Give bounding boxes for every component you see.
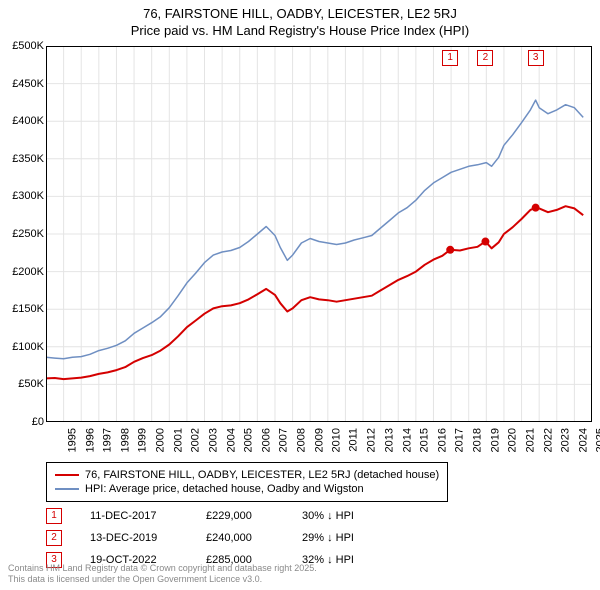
- x-tick-label: 2022: [542, 428, 554, 452]
- sale-diff: 29% ↓ HPI: [302, 532, 392, 544]
- y-tick-label: £400K: [12, 115, 44, 127]
- x-tick-label: 2021: [524, 428, 536, 452]
- x-tick-label: 2019: [489, 428, 501, 452]
- title-subtitle: Price paid vs. HM Land Registry's House …: [0, 23, 600, 38]
- legend-item: HPI: Average price, detached house, Oadb…: [55, 483, 439, 495]
- x-tick-label: 2010: [331, 428, 343, 452]
- chart-title: 76, FAIRSTONE HILL, OADBY, LEICESTER, LE…: [0, 0, 600, 38]
- x-tick-label: 2005: [243, 428, 255, 452]
- y-tick-label: £250K: [12, 228, 44, 240]
- x-tick-label: 2024: [577, 428, 589, 452]
- attribution-line1: Contains HM Land Registry data © Crown c…: [8, 563, 317, 575]
- y-tick-label: £0: [32, 416, 44, 428]
- x-tick-label: 2017: [454, 428, 466, 452]
- x-tick-label: 1996: [84, 428, 96, 452]
- y-tick-label: £500K: [12, 40, 44, 52]
- sale-marker-1: 1: [442, 50, 458, 66]
- x-tick-label: 2011: [347, 428, 359, 452]
- x-tick-label: 1997: [102, 428, 114, 452]
- y-tick-label: £150K: [12, 303, 44, 315]
- x-tick-label: 1995: [66, 428, 78, 452]
- x-tick-label: 2014: [401, 428, 413, 452]
- y-tick-label: £100K: [12, 341, 44, 353]
- sale-row: 1 11-DEC-2017 £229,000 30% ↓ HPI: [46, 508, 392, 524]
- plot-svg: [46, 46, 592, 422]
- legend: 76, FAIRSTONE HILL, OADBY, LEICESTER, LE…: [46, 462, 448, 502]
- legend-label: HPI: Average price, detached house, Oadb…: [85, 483, 364, 495]
- legend-swatch: [55, 488, 79, 490]
- y-tick-label: £450K: [12, 78, 44, 90]
- y-tick-label: £200K: [12, 266, 44, 278]
- y-tick-label: £350K: [12, 153, 44, 165]
- sale-marker-2: 2: [477, 50, 493, 66]
- x-tick-label: 2012: [366, 428, 378, 452]
- x-tick-label: 2002: [190, 428, 202, 452]
- sale-price: £240,000: [206, 532, 274, 544]
- x-tick-label: 2023: [560, 428, 572, 452]
- sale-row-marker: 1: [46, 508, 62, 524]
- sale-date: 13-DEC-2019: [90, 532, 178, 544]
- chart-container: 76, FAIRSTONE HILL, OADBY, LEICESTER, LE…: [0, 0, 600, 590]
- x-tick-label: 2008: [295, 428, 307, 452]
- x-tick-label: 2020: [507, 428, 519, 452]
- sale-row: 2 13-DEC-2019 £240,000 29% ↓ HPI: [46, 530, 392, 546]
- x-tick-label: 2003: [207, 428, 219, 452]
- y-tick-label: £300K: [12, 190, 44, 202]
- x-tick-label: 2015: [419, 428, 431, 452]
- x-tick-label: 2013: [384, 428, 396, 452]
- x-tick-label: 2000: [155, 428, 167, 452]
- attribution-line2: This data is licensed under the Open Gov…: [8, 574, 317, 586]
- legend-label: 76, FAIRSTONE HILL, OADBY, LEICESTER, LE…: [85, 469, 439, 481]
- y-tick-label: £50K: [18, 378, 44, 390]
- x-tick-label: 2004: [225, 428, 237, 452]
- x-tick-label: 2001: [172, 428, 184, 452]
- sale-date: 11-DEC-2017: [90, 510, 178, 522]
- sale-marker-3: 3: [528, 50, 544, 66]
- x-tick-label: 2016: [436, 428, 448, 452]
- x-tick-label: 2018: [472, 428, 484, 452]
- sale-price: £229,000: [206, 510, 274, 522]
- legend-item: 76, FAIRSTONE HILL, OADBY, LEICESTER, LE…: [55, 469, 439, 481]
- x-tick-label: 2009: [313, 428, 325, 452]
- x-tick-label: 2007: [278, 428, 290, 452]
- plot-area: [46, 46, 592, 422]
- x-tick-label: 1999: [137, 428, 149, 452]
- attribution: Contains HM Land Registry data © Crown c…: [8, 563, 317, 586]
- sale-diff: 30% ↓ HPI: [302, 510, 392, 522]
- x-tick-label: 2025: [595, 428, 600, 452]
- title-address: 76, FAIRSTONE HILL, OADBY, LEICESTER, LE…: [0, 6, 600, 21]
- x-tick-label: 2006: [260, 428, 272, 452]
- legend-swatch: [55, 474, 79, 476]
- x-tick-label: 1998: [119, 428, 131, 452]
- sale-row-marker: 2: [46, 530, 62, 546]
